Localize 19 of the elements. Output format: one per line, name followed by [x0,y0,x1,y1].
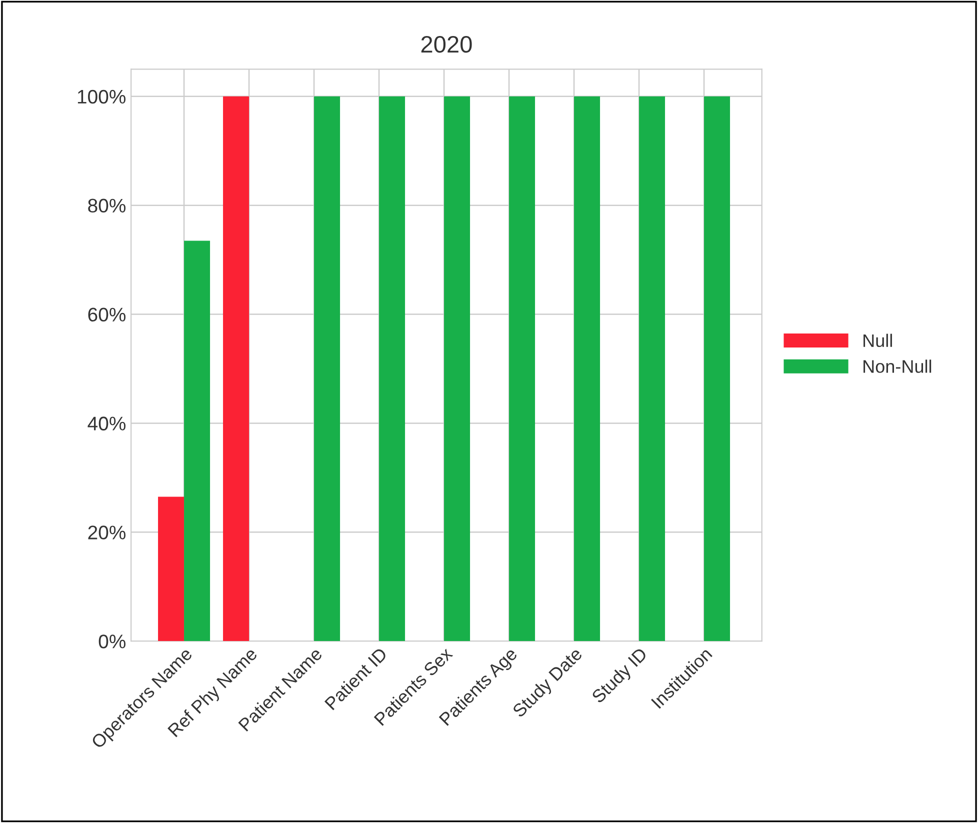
y-tick-label: 80% [88,198,126,213]
bar [223,96,250,642]
bar [574,96,600,642]
bar [639,96,666,642]
bar [704,96,730,642]
y-tick-label: 40% [88,416,126,430]
y-tick-label: 0% [98,634,126,648]
y-tick-label: 60% [88,308,126,322]
bar [444,96,470,642]
bar [509,96,536,642]
bar [184,240,210,642]
bar [158,496,184,642]
bar [314,96,340,642]
legend-label: Null [864,334,892,348]
chart-title: 2020 [421,36,472,53]
legend-label: Non-Null [864,360,932,373]
bar [379,96,406,642]
y-tick-label: 100% [78,90,126,104]
y-tick-label: 20% [88,526,126,540]
